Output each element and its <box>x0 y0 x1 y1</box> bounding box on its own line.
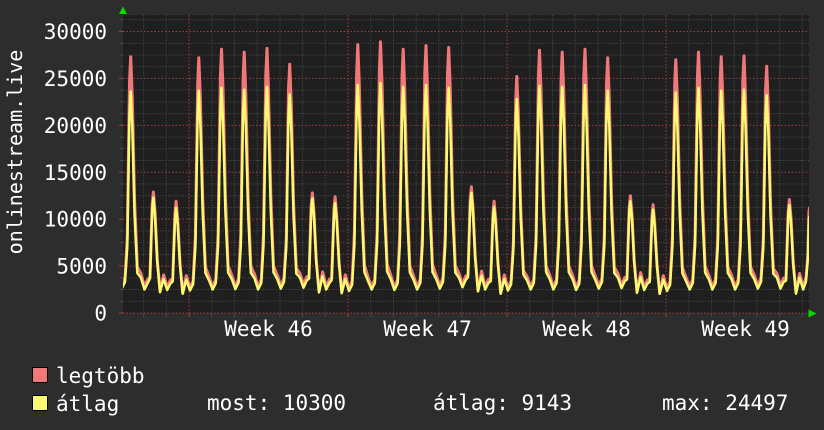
legend-label-legtobb: legtöbb <box>56 364 145 388</box>
y-axis-label: 30000 <box>44 20 107 44</box>
stat-max: max: 24497 <box>662 391 789 415</box>
x-axis-arrow-icon <box>808 309 817 318</box>
y-axis-label: 0 <box>94 302 107 326</box>
stat-atlag: átlag: 9143 <box>433 391 573 415</box>
x-axis-week-label: Week 47 <box>383 317 472 341</box>
series-group <box>123 40 809 296</box>
y-axis-label: 20000 <box>44 114 107 138</box>
stat-most: most: 10300 <box>207 391 347 415</box>
y-axis-label: 10000 <box>44 208 107 232</box>
legend-label-atlag: átlag <box>56 392 120 416</box>
y-axis-label: 5000 <box>56 255 107 279</box>
y-axis-arrow-icon <box>119 6 127 14</box>
y-axis-label: 15000 <box>44 161 107 185</box>
x-axis-week-label: Week 46 <box>224 317 313 341</box>
x-axis-week-label: Week 49 <box>701 317 790 341</box>
series-atlag-line <box>123 81 809 296</box>
chart-canvas: 0 5000 10000 15000 20000 25000 30000 Week 46 Wee… <box>44 6 817 341</box>
legend-swatch-atlag <box>32 395 48 411</box>
legend-swatch-legtobb <box>32 367 48 383</box>
y-axis-label: 25000 <box>44 67 107 91</box>
x-axis-week-label: Week 48 <box>542 317 631 341</box>
